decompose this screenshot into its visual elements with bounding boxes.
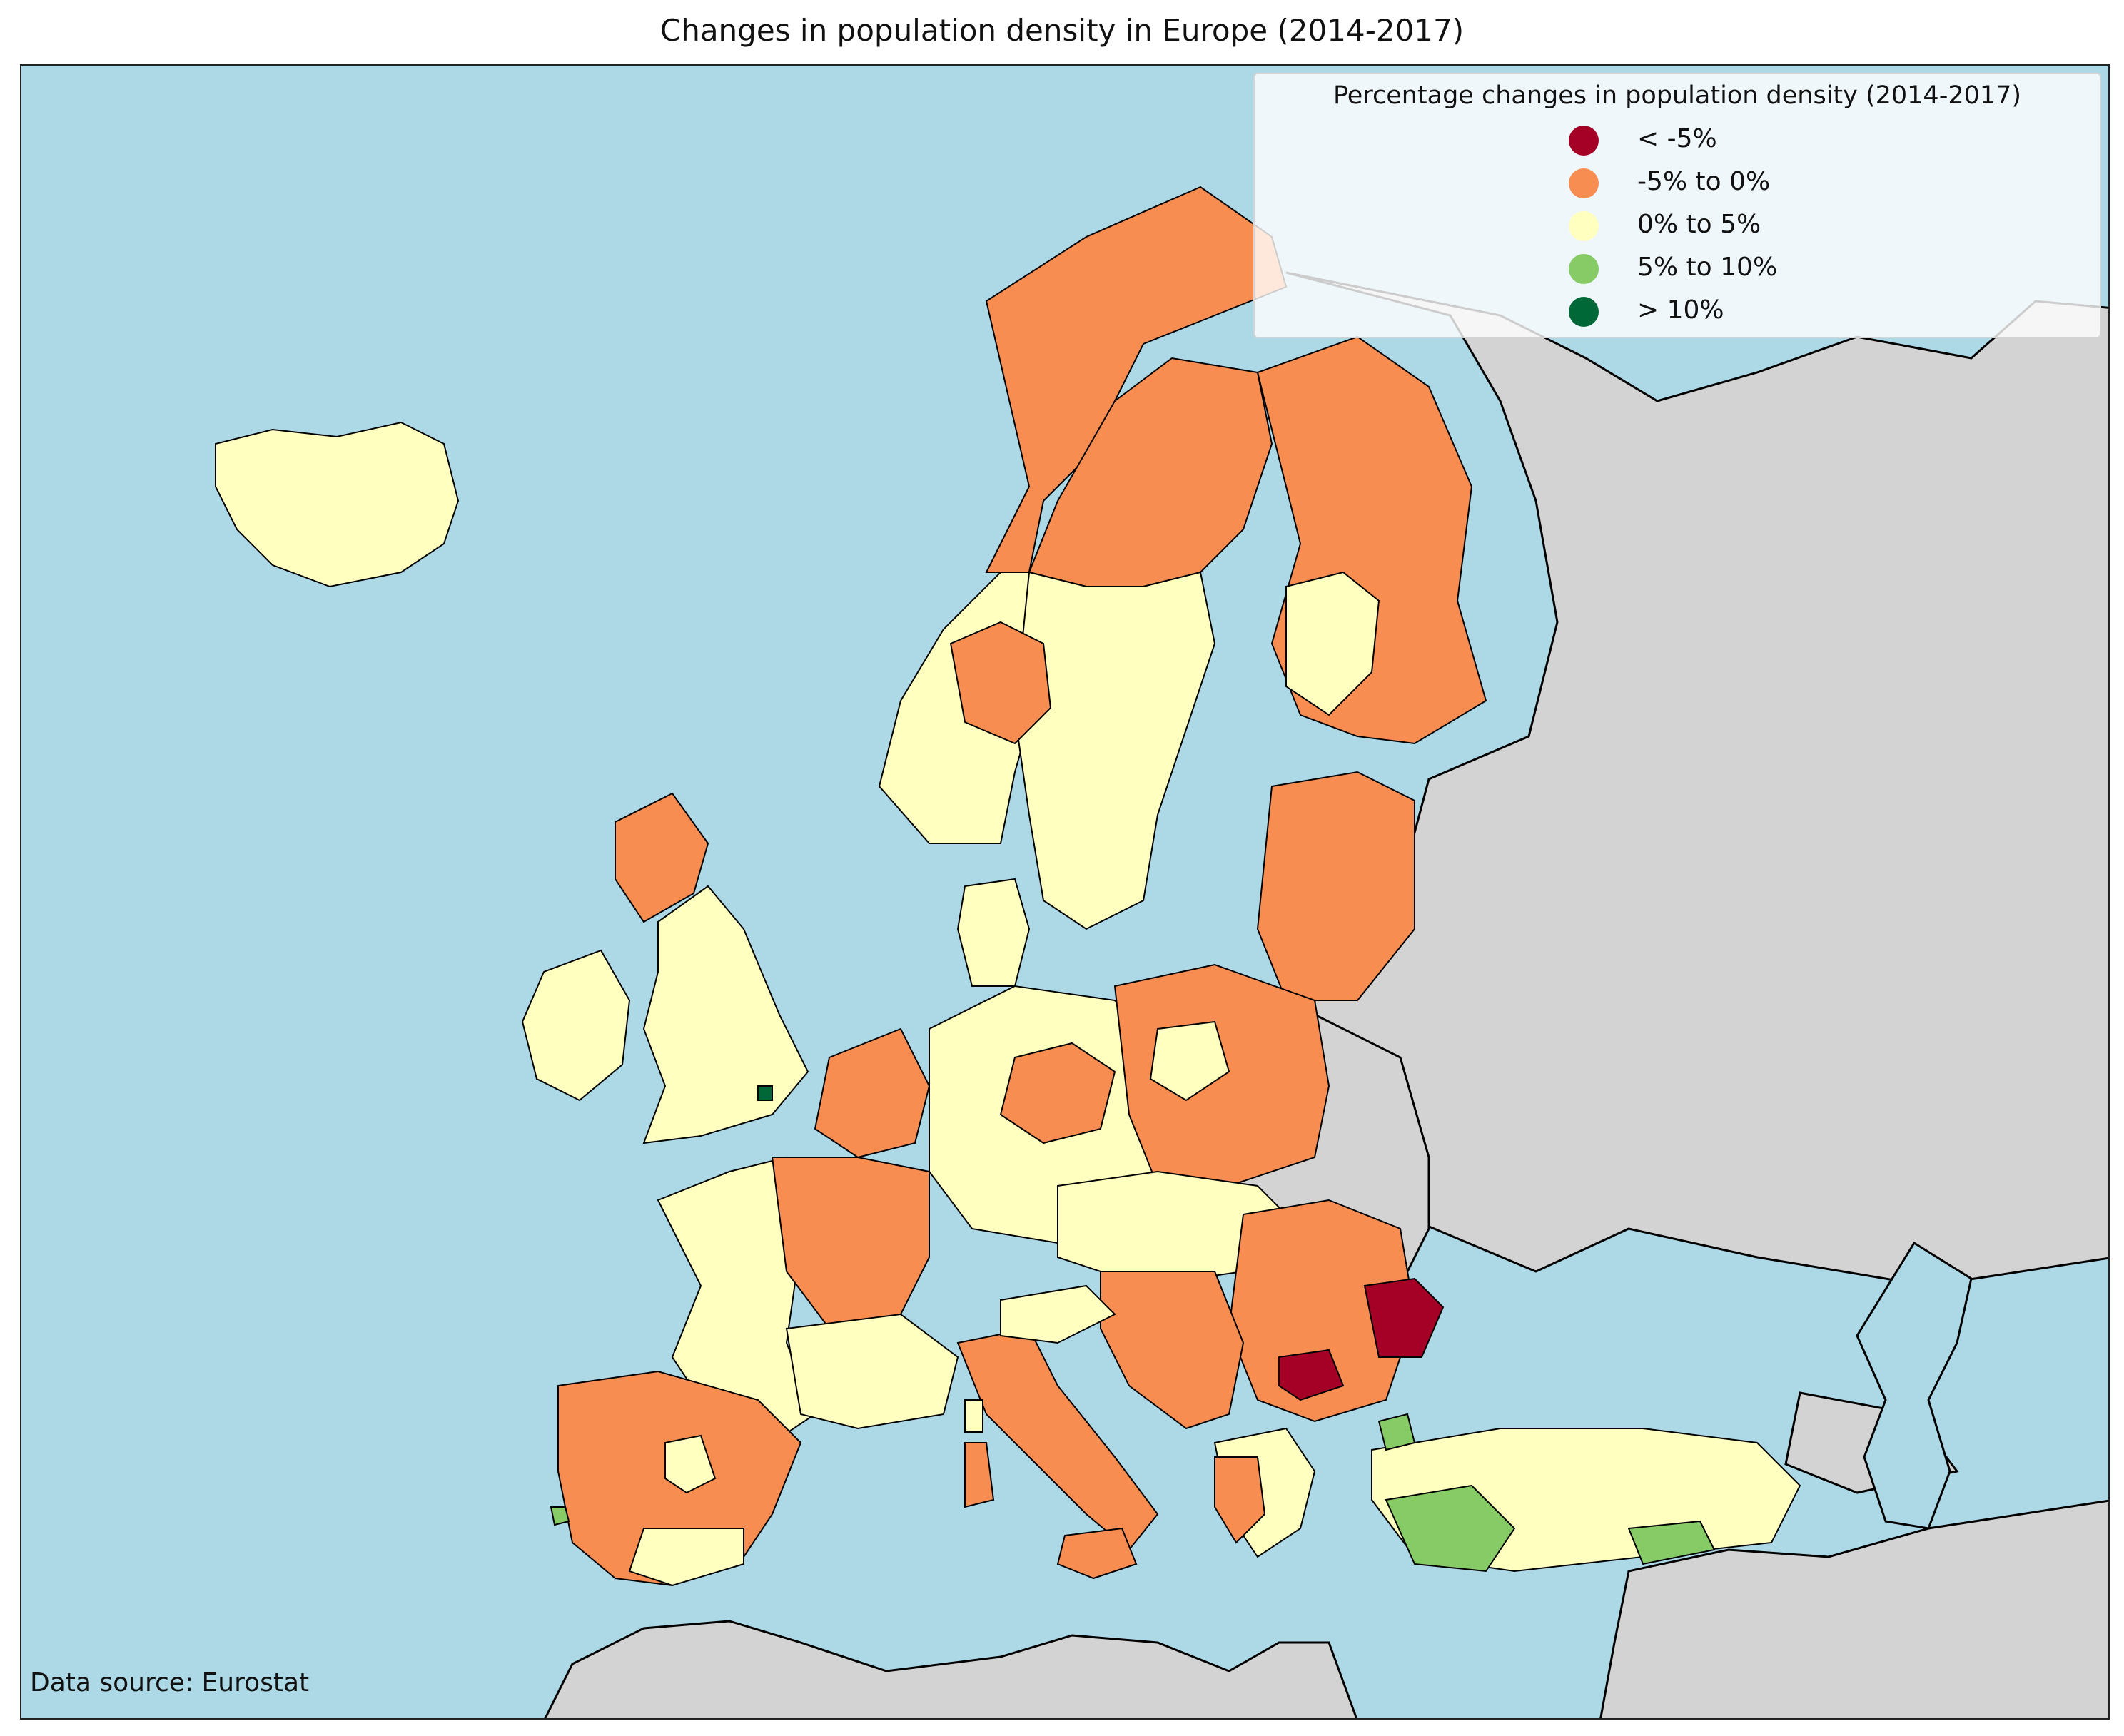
legend-swatch [1569,126,1599,156]
denmark [956,878,1031,987]
france-center [771,1157,930,1330]
corsica [964,1399,983,1433]
germany-east [999,1042,1116,1144]
lisbon [550,1506,570,1526]
legend-label: -5% to 0% [1637,167,1771,196]
england [642,885,809,1144]
ireland [521,949,631,1102]
poland-center [1149,1020,1230,1102]
map-area[interactable] [20,64,2110,1720]
iberia-center [664,1434,717,1494]
data-source-note: Data source: Eurostat [30,1668,310,1697]
legend-label: < -5% [1637,124,1717,153]
legend-title: Percentage changes in population density… [1332,81,2022,110]
istanbul [1377,1413,1416,1451]
finland-south [1285,571,1380,716]
scotland [615,792,709,923]
legend-label: 0% to 5% [1637,210,1761,239]
legend-swatch [1569,297,1599,327]
legend-label: > 10% [1637,295,1724,325]
greece-west [1214,1456,1266,1544]
legend-swatch [1569,168,1599,198]
norway-north [985,186,1288,573]
italy-north [1000,1284,1116,1344]
russia-land [1270,271,2108,1287]
middle-east-land [1599,1499,2108,1718]
iceland [215,421,460,588]
data-regions [215,186,1801,1587]
romania-east-decline [1363,1277,1445,1358]
sardinia [964,1442,995,1508]
sicily [1056,1527,1138,1580]
legend-swatch [1569,211,1599,241]
legend-label: 5% to 10% [1637,253,1778,282]
sweden-mid [1013,571,1216,930]
baltics [1256,771,1415,1001]
turkey-growth-south [1627,1520,1716,1565]
caspian-sea [1856,1241,1973,1530]
legend: Percentage changes in population density… [1253,73,2101,338]
africa-land [544,1620,1358,1718]
turkey-growth-west [1385,1484,1516,1573]
france-south [785,1313,959,1430]
map-title: Changes in population density in Europe … [659,13,1465,48]
europe-map [215,186,2108,1718]
netherlands-belgium [814,1027,931,1159]
sweden-interior [949,621,1052,745]
bulgaria-decline [1278,1349,1345,1401]
legend-swatch [1569,254,1599,284]
balkans [1100,1271,1245,1430]
london [757,1085,773,1101]
italy [956,1327,1159,1551]
spain-south [628,1528,744,1587]
